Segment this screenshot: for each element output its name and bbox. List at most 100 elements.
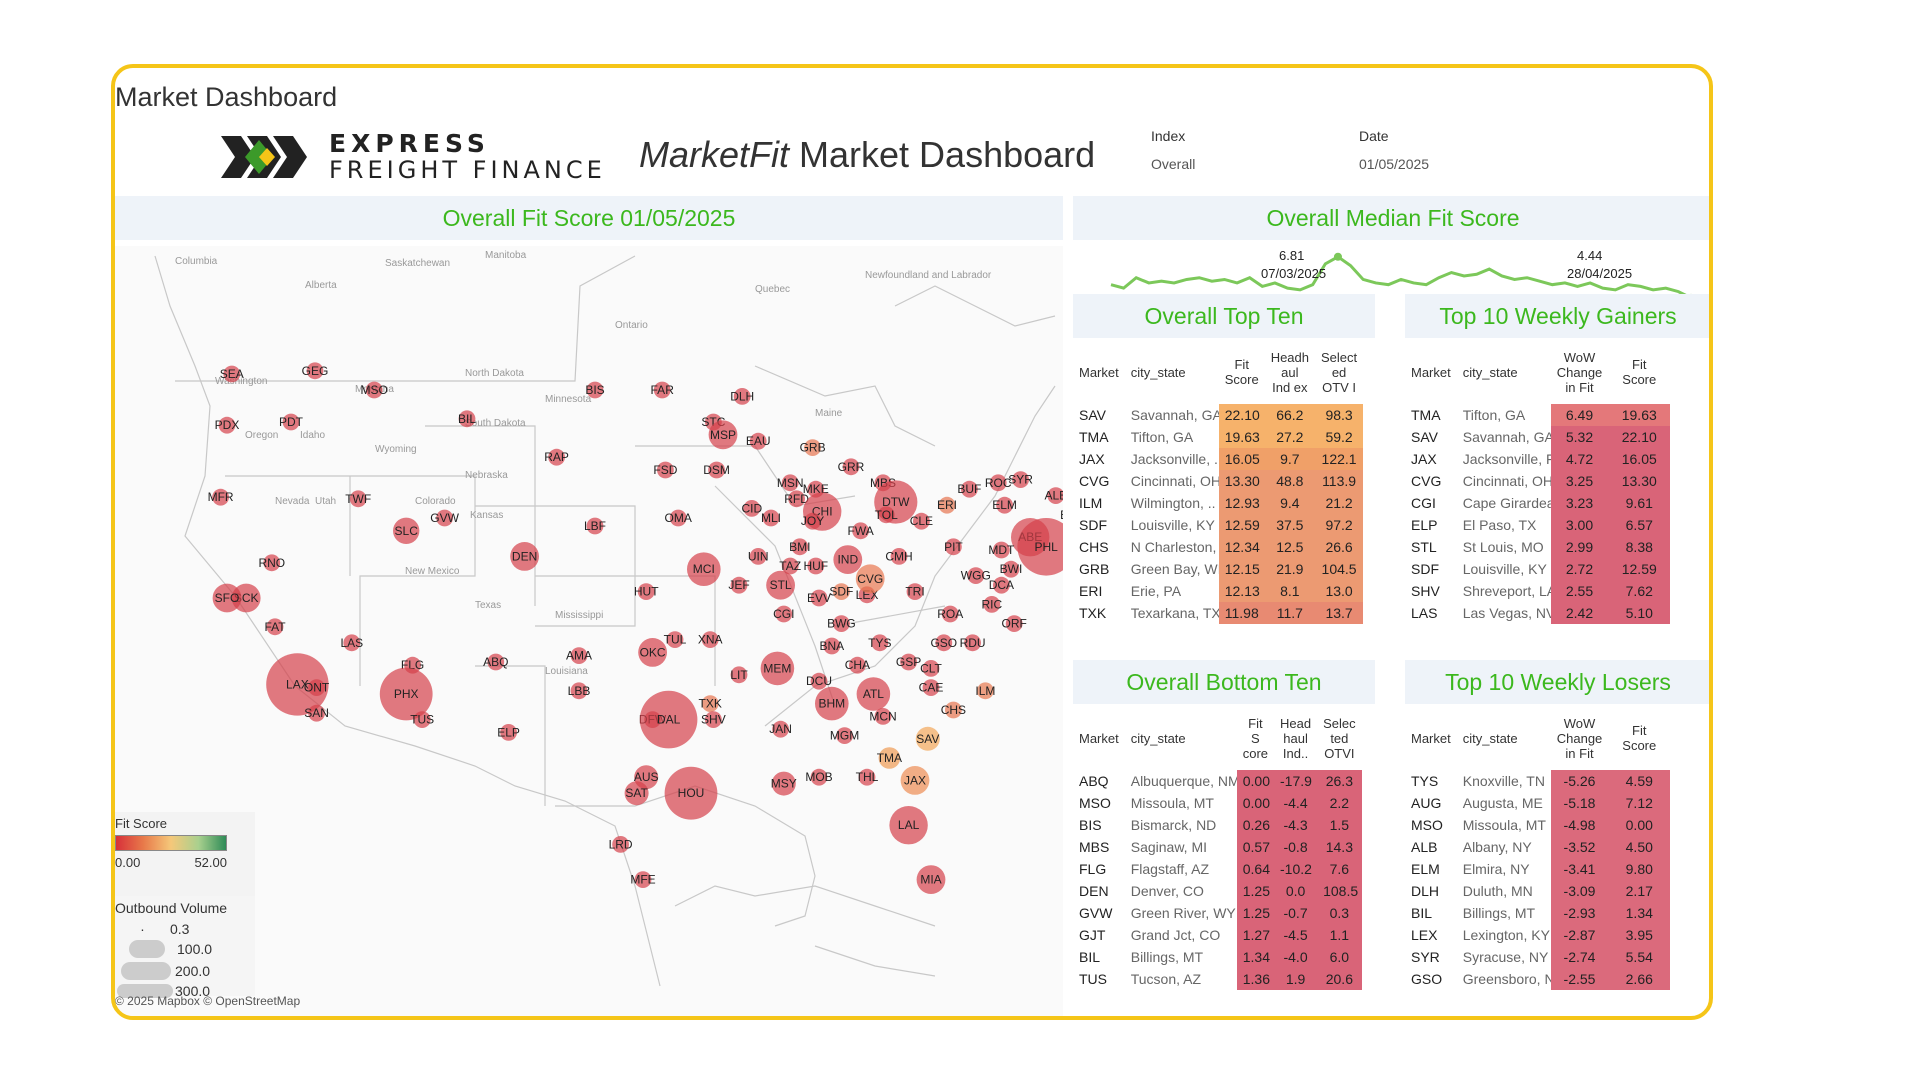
market-bubble[interactable] <box>996 496 1013 514</box>
market-bubble[interactable] <box>945 538 962 556</box>
table-row[interactable]: LEX Lexington, KY -2.87 3.95 <box>1405 924 1671 946</box>
market-bubble[interactable] <box>212 488 229 506</box>
market-bubble[interactable] <box>624 781 649 806</box>
market-bubble[interactable] <box>1005 615 1023 632</box>
market-bubble[interactable] <box>687 552 721 586</box>
table-row[interactable]: STL St Louis, MO 2.99 8.38 <box>1405 536 1671 558</box>
market-bubble[interactable] <box>922 660 940 677</box>
table-row[interactable]: SDF Louisville, KY 2.72 12.59 <box>1405 558 1671 580</box>
column-header[interactable]: WoW Change in Fit <box>1556 349 1603 395</box>
market-bubble[interactable] <box>856 677 891 711</box>
market-bubble[interactable] <box>657 461 674 479</box>
market-bubble[interactable] <box>393 517 420 544</box>
table-row[interactable]: SDF Louisville, KY 12.59 37.5 97.2 <box>1073 514 1364 536</box>
market-bubble[interactable] <box>306 362 324 380</box>
index-filter-value[interactable]: Overall <box>1151 156 1196 172</box>
table-row[interactable]: BIL Billings, MT 1.34 -4.0 6.0 <box>1073 946 1362 968</box>
market-bubble[interactable] <box>791 538 809 556</box>
market-bubble[interactable] <box>935 634 953 652</box>
market-bubble[interactable] <box>413 711 431 728</box>
market-bubble[interactable] <box>749 432 767 450</box>
market-bubble[interactable] <box>842 458 860 476</box>
table-row[interactable]: TMA Tifton, GA 19.63 27.2 59.2 <box>1073 426 1364 448</box>
market-bubble[interactable] <box>743 500 761 517</box>
market-bubble[interactable] <box>365 381 383 399</box>
market-bubble[interactable] <box>833 583 850 600</box>
table-row[interactable]: SHV Shreveport, LA 2.55 7.62 <box>1405 580 1671 602</box>
market-bubble[interactable] <box>500 724 517 741</box>
market-bubble[interactable] <box>810 768 828 786</box>
market-bubble[interactable] <box>669 509 687 527</box>
column-header[interactable]: Market <box>1411 364 1451 380</box>
market-bubble[interactable] <box>849 656 866 674</box>
table-row[interactable]: MBS Saginaw, MI 0.57 -0.8 14.3 <box>1073 836 1362 858</box>
market-bubble[interactable] <box>967 567 985 584</box>
market-bubble[interactable] <box>730 576 748 594</box>
market-bubble[interactable] <box>906 583 924 600</box>
market-bubble[interactable] <box>570 682 588 700</box>
market-bubble[interactable] <box>762 509 780 527</box>
table-row[interactable]: MSO Missoula, MT 0.00 -4.4 2.2 <box>1073 792 1362 814</box>
market-bubble[interactable] <box>705 711 722 728</box>
market-bubble[interactable] <box>308 704 325 722</box>
market-bubble[interactable] <box>349 490 367 508</box>
column-header[interactable]: WoW Change in Fit <box>1556 715 1603 761</box>
market-bubble[interactable] <box>639 690 698 749</box>
table-row[interactable]: FLG Flagstaff, AZ 0.64 -10.2 7.6 <box>1073 858 1362 880</box>
table-row[interactable]: CVG Cincinnati, OH 3.25 13.30 <box>1405 470 1671 492</box>
market-bubble[interactable] <box>781 474 799 492</box>
table-row[interactable]: DLH Duluth, MN -3.09 2.17 <box>1405 880 1671 902</box>
market-bubble[interactable] <box>810 672 828 690</box>
top-ten-table[interactable]: Market city_state Fit Score Headh aul Ind e… <box>1073 340 1364 624</box>
market-bubble[interactable] <box>379 667 433 721</box>
market-bubble[interactable] <box>804 512 821 530</box>
market-bubble[interactable] <box>877 506 895 524</box>
market-bubble[interactable] <box>730 666 748 684</box>
market-bubble[interactable] <box>653 381 671 399</box>
table-row[interactable]: AUG Augusta, ME -5.18 7.12 <box>1405 792 1671 814</box>
market-bubble[interactable] <box>343 634 361 652</box>
market-bubble[interactable] <box>833 615 850 632</box>
market-bubble[interactable] <box>900 766 930 795</box>
market-bubble[interactable] <box>1017 518 1063 576</box>
date-filter-value[interactable]: 01/05/2025 <box>1359 156 1430 172</box>
column-header[interactable]: Fit S core <box>1242 715 1269 761</box>
market-bubble[interactable] <box>266 618 284 636</box>
market-bubble[interactable] <box>807 557 825 575</box>
column-header[interactable]: Select ed OTV I <box>1321 349 1358 395</box>
market-bubble[interactable] <box>858 768 876 786</box>
column-header[interactable]: Selec ted OTVI <box>1323 715 1356 761</box>
table-row[interactable]: TMA Tifton, GA 6.49 19.63 <box>1405 404 1671 426</box>
table-row[interactable]: JAX Jacksonville, .. 16.05 9.7 122.1 <box>1073 448 1364 470</box>
market-bubble[interactable] <box>781 557 799 575</box>
column-header[interactable]: Fit Score <box>1224 357 1259 387</box>
table-row[interactable]: ILM Wilmington, .. 12.93 9.4 21.2 <box>1073 492 1364 514</box>
table-row[interactable]: GVW Green River, WY 1.25 -0.7 0.3 <box>1073 902 1362 924</box>
market-bubble[interactable] <box>989 474 1007 492</box>
column-header[interactable]: city_state <box>1130 730 1186 746</box>
table-row[interactable]: GJT Grand Jct, CO 1.27 -4.5 1.1 <box>1073 924 1362 946</box>
column-header[interactable]: Market <box>1079 730 1119 746</box>
market-bubble[interactable] <box>263 554 281 572</box>
market-bubble[interactable] <box>823 637 841 655</box>
table-row[interactable]: ABQ Albuquerque, NM 0.00 -17.9 26.3 <box>1073 770 1362 792</box>
market-bubble[interactable] <box>458 410 476 428</box>
market-bubble[interactable] <box>760 651 795 686</box>
market-bubble[interactable] <box>964 634 981 652</box>
column-header[interactable]: Market <box>1411 730 1451 746</box>
fit-score-map[interactable]: Columbia Alberta Saskatchewan Manitoba Ontar… <box>115 246 1063 1016</box>
table-row[interactable]: MSO Missoula, MT -4.98 0.00 <box>1405 814 1671 836</box>
market-bubble[interactable] <box>436 509 453 527</box>
table-row[interactable]: SAV Savannah, GA 5.32 22.10 <box>1405 426 1671 448</box>
market-bubble[interactable] <box>487 653 505 671</box>
losers-table[interactable]: Market city_state WoW Change in Fit Fit Sco… <box>1405 706 1671 990</box>
market-bubble[interactable] <box>889 806 928 845</box>
table-row[interactable]: BIL Billings, MT -2.93 1.34 <box>1405 902 1671 924</box>
table-row[interactable]: CVG Cincinnati, OH 13.30 48.8 113.9 <box>1073 470 1364 492</box>
market-bubble[interactable] <box>510 542 539 571</box>
table-row[interactable]: LAS Las Vegas, NV 2.42 5.10 <box>1405 602 1671 624</box>
column-header[interactable]: Fit Score <box>1622 357 1657 387</box>
market-bubble[interactable] <box>922 679 940 696</box>
